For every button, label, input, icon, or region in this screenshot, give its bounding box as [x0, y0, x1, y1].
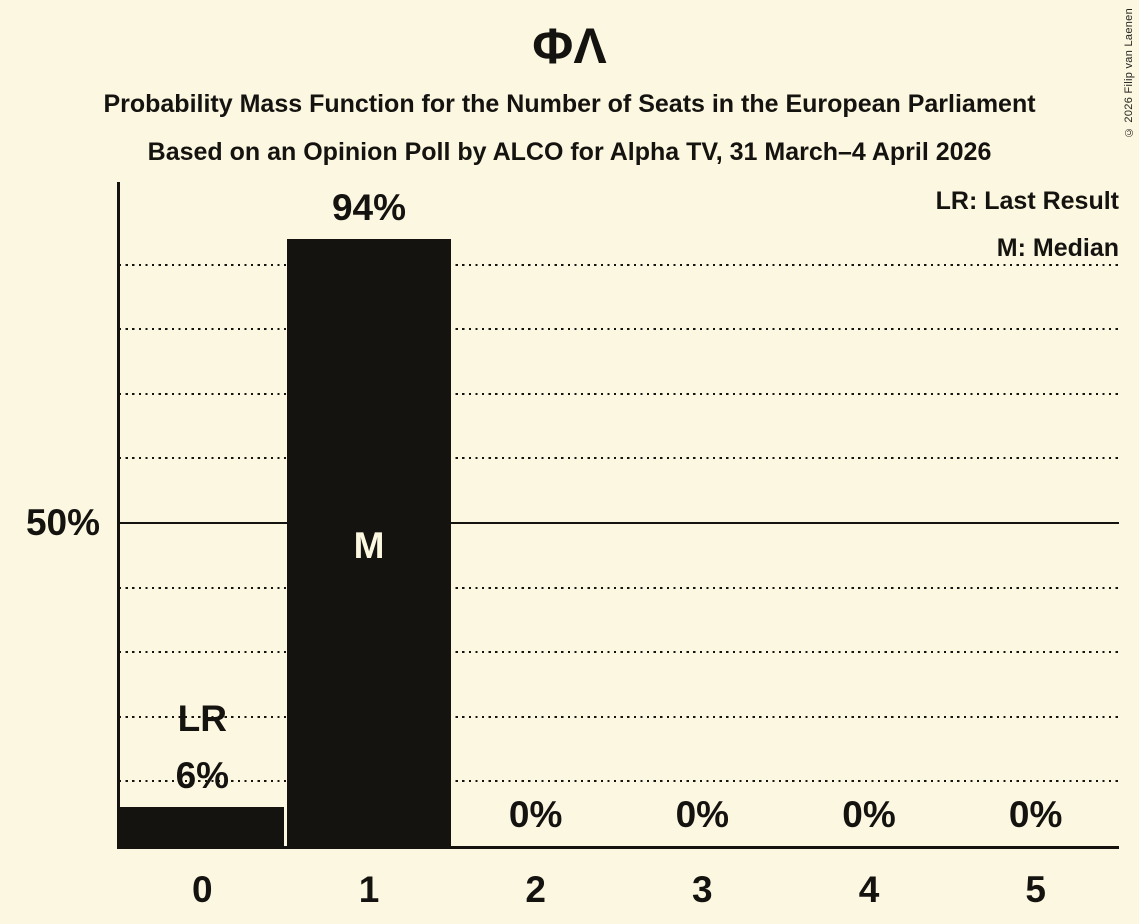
legend-last-result: LR: Last Result [935, 187, 1119, 215]
x-axis-line [119, 846, 1119, 849]
gridline-90 [119, 263, 1119, 266]
majority-gridline-50 [119, 522, 1119, 524]
legend-median: M: Median [996, 234, 1119, 262]
x-tick-label-2: 2 [525, 869, 546, 910]
chart-subtitle: Probability Mass Function for the Number… [103, 90, 1036, 118]
last-result-marker: LR [177, 698, 227, 740]
gridline-20 [119, 715, 1119, 718]
bar-seats-0 [120, 807, 285, 848]
y-axis-line [117, 182, 120, 849]
gridline-80 [119, 328, 1119, 331]
bar-value-label-0: 6% [175, 755, 230, 797]
bar-value-label-1: 94% [331, 186, 407, 228]
y-axis-tick-label: 50% [25, 502, 100, 543]
bar-value-label-4: 0% [842, 794, 896, 835]
bar-value-label-3: 0% [675, 794, 730, 835]
gridline-60 [119, 457, 1119, 460]
gridline-10 [119, 780, 1119, 783]
gridline-40 [119, 586, 1119, 589]
chart-legend: LR: Last Result M: Median [936, 178, 1119, 272]
chart-subtitle-source: Based on an Opinion Poll by ALCO for Alp… [147, 138, 992, 166]
x-tick-label-0: 0 [192, 869, 213, 910]
chart-title: ΦΛ [532, 18, 607, 74]
x-tick-label-3: 3 [692, 869, 713, 910]
x-tick-label-5: 5 [1025, 869, 1046, 910]
x-tick-label-4: 4 [858, 869, 880, 910]
median-marker: M [353, 525, 385, 567]
bar-value-label-5: 0% [1008, 794, 1063, 835]
gridline-30 [119, 651, 1119, 654]
bar-value-label-2: 0% [508, 794, 563, 835]
x-tick-label-1: 1 [358, 869, 380, 910]
gridline-70 [119, 392, 1119, 395]
bar-seats-1 [286, 238, 451, 848]
